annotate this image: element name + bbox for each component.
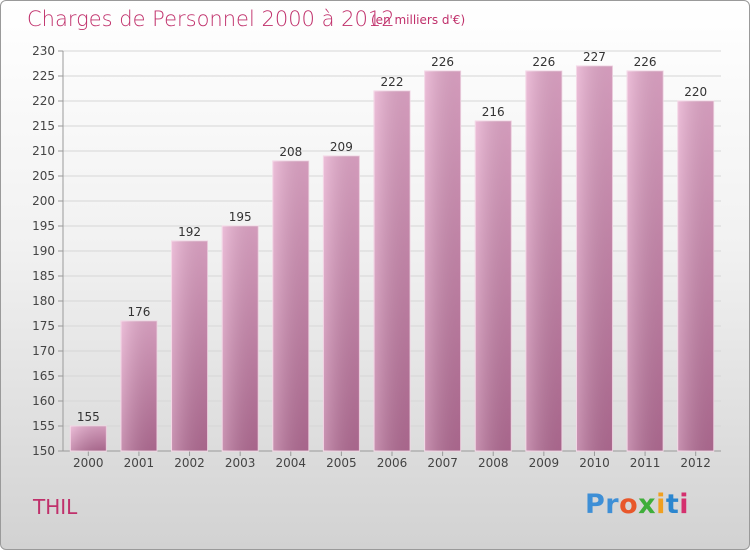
- y-tick-label: 225: [32, 69, 55, 83]
- x-tick-label: 2008: [478, 456, 509, 470]
- data-label: 216: [482, 105, 505, 119]
- bar-shading: [374, 91, 410, 451]
- bar-shading: [627, 71, 664, 451]
- bar-shading: [576, 66, 613, 451]
- logo-part: i: [656, 489, 666, 520]
- bar-shading: [171, 241, 208, 451]
- data-label: 226: [431, 55, 454, 69]
- bar-shading: [222, 226, 259, 451]
- logo-part: i: [679, 489, 690, 520]
- data-label: 195: [229, 210, 252, 224]
- bar-shading: [525, 71, 562, 451]
- y-tick-label: 220: [32, 94, 55, 108]
- y-tick-label: 170: [32, 344, 55, 358]
- data-label: 155: [77, 410, 100, 424]
- logo-part: o: [619, 489, 639, 520]
- data-label: 209: [330, 140, 353, 154]
- logo-part: Pr: [585, 489, 620, 520]
- x-tick-label: 2007: [427, 456, 458, 470]
- x-tick-label: 2012: [680, 456, 711, 470]
- data-label: 192: [178, 225, 201, 239]
- y-tick-label: 230: [32, 44, 55, 58]
- y-tick-label: 175: [32, 319, 55, 333]
- y-tick-label: 195: [32, 219, 55, 233]
- chart-title: Charges de Personnel 2000 à 2012: [27, 7, 395, 31]
- y-tick-label: 180: [32, 294, 55, 308]
- bar-shading: [323, 156, 360, 451]
- x-tick-label: 2010: [579, 456, 610, 470]
- x-tick-label: 2004: [275, 456, 306, 470]
- y-tick-label: 150: [32, 444, 55, 458]
- x-tick-label: 2011: [630, 456, 661, 470]
- data-label: 220: [684, 85, 707, 99]
- data-label: 226: [532, 55, 555, 69]
- y-tick-label: 185: [32, 269, 55, 283]
- x-tick-label: 2005: [326, 456, 357, 470]
- chart-subtitle: (en milliers d'€): [371, 13, 466, 27]
- data-label: 208: [279, 145, 302, 159]
- y-tick-label: 160: [32, 394, 55, 408]
- y-tick-label: 190: [32, 244, 55, 258]
- bar-shading: [70, 426, 107, 451]
- logo-part: x: [638, 489, 657, 520]
- bar-shading: [272, 161, 309, 451]
- y-tick-label: 165: [32, 369, 55, 383]
- bar-shading: [475, 121, 512, 451]
- bars-layer: 155 176 192 195 208 209 222 226 216 226 227 226 220: [69, 50, 715, 452]
- x-tick-label: 2000: [73, 456, 104, 470]
- x-tick-label: 2003: [225, 456, 256, 470]
- bar-shading: [677, 101, 714, 451]
- data-label: 176: [127, 305, 150, 319]
- y-tick-label: 205: [32, 169, 55, 183]
- x-tick-label: 2009: [529, 456, 560, 470]
- proxiti-logo[interactable]: Proxiti: [585, 489, 689, 520]
- location-name: THIL: [33, 495, 78, 519]
- x-tick-label: 2002: [174, 456, 205, 470]
- bar-shading: [120, 321, 157, 451]
- logo-part: t: [665, 489, 680, 520]
- data-label: 222: [381, 75, 404, 89]
- y-tick-label: 210: [32, 144, 55, 158]
- x-tick-label: 2006: [377, 456, 408, 470]
- data-label: 227: [583, 50, 606, 64]
- bar-shading: [424, 71, 461, 451]
- y-tick-label: 200: [32, 194, 55, 208]
- y-tick-label: 215: [32, 119, 55, 133]
- data-label: 226: [634, 55, 657, 69]
- y-tick-label: 155: [32, 419, 55, 433]
- x-tick-label: 2001: [124, 456, 155, 470]
